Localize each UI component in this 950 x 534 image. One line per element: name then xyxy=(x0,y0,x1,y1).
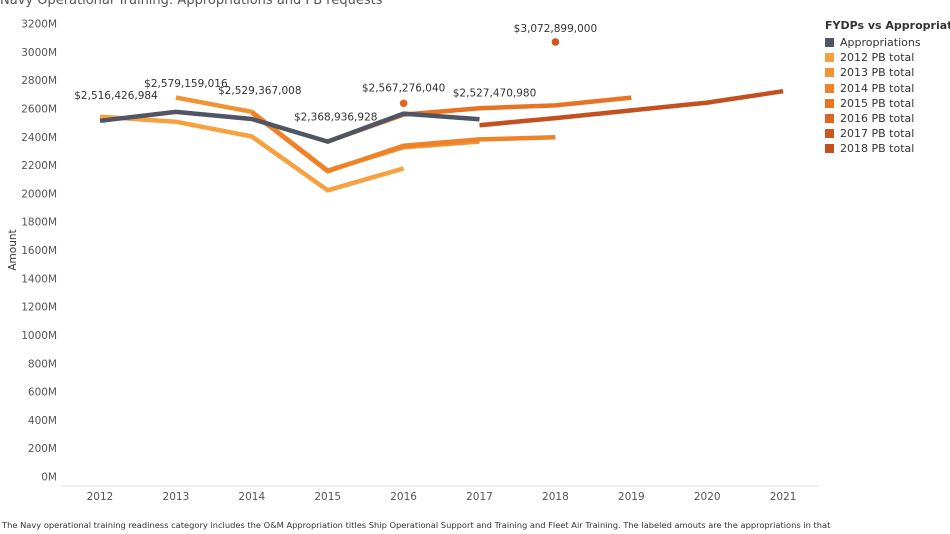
legend-swatch xyxy=(825,144,834,154)
legend-item-2016-pb-total[interactable]: 2016 PB total xyxy=(825,111,950,126)
y-axis-title: Amount xyxy=(7,229,19,270)
y-tick-label: 1800M xyxy=(21,217,57,229)
y-tick-label: 1000M xyxy=(21,330,57,342)
legend: FYDPs vs Appropriations Appropriations20… xyxy=(825,19,950,157)
y-tick-label: 2200M xyxy=(21,160,57,172)
x-tick-label: 2013 xyxy=(163,491,190,503)
legend-label: 2014 PB total xyxy=(840,81,915,95)
legend-label: 2012 PB total xyxy=(840,51,915,65)
series-line-2018-pb-total xyxy=(479,88,784,128)
y-tick-label: 3000M xyxy=(21,47,57,59)
y-tick-label: 3200M xyxy=(21,19,57,31)
legend-label: 2013 PB total xyxy=(840,66,915,80)
y-tick-label: 0M xyxy=(41,472,57,484)
x-tick-label: 2018 xyxy=(542,491,569,503)
data-label: $2,579,159,016 xyxy=(144,78,228,90)
legend-title: FYDPs vs Appropriations xyxy=(825,19,950,32)
y-axis-title-group: Amount xyxy=(7,229,19,270)
data-label: $2,567,276,040 xyxy=(362,83,446,95)
x-tick-label: 2015 xyxy=(314,491,341,503)
x-axis-ticks: 2012 2013 2014 2015 2016 2017 2018 2019 2020 2021 xyxy=(87,491,797,503)
legend-swatch xyxy=(825,83,834,93)
y-tick-label: 2800M xyxy=(21,75,57,87)
series-layer xyxy=(99,38,784,193)
series-line-appropriations xyxy=(99,109,480,144)
y-tick-label: 1200M xyxy=(21,302,57,314)
x-tick-label: 2014 xyxy=(238,491,265,503)
x-tick-label: 2020 xyxy=(694,491,721,503)
data-label: $3,072,899,000 xyxy=(514,23,598,35)
legend-item-2013-pb-total[interactable]: 2013 PB total xyxy=(825,65,950,80)
legend-label: Appropriations xyxy=(840,36,921,50)
legend-swatch xyxy=(825,53,834,63)
legend-swatch xyxy=(825,68,834,78)
legend-item-2015-pb-total[interactable]: 2015 PB total xyxy=(825,96,950,111)
x-tick-label: 2017 xyxy=(466,491,493,503)
legend-swatch xyxy=(825,129,834,139)
data-label: $2,368,936,928 xyxy=(294,112,378,124)
legend-label: 2016 PB total xyxy=(840,112,915,126)
legend-label: 2018 PB total xyxy=(840,142,915,156)
series-point-2016-pb-total xyxy=(399,99,408,108)
legend-swatch xyxy=(825,38,834,48)
legend-item-2017-pb-total[interactable]: 2017 PB total xyxy=(825,126,950,141)
chart-title: Navy Operational Training: Appropriation… xyxy=(0,0,383,8)
y-tick-label: 600M xyxy=(28,387,57,399)
legend-swatch xyxy=(825,98,834,108)
legend-item-appropriations[interactable]: Appropriations xyxy=(825,35,950,50)
legend-item-2014-pb-total[interactable]: 2014 PB total xyxy=(825,81,950,96)
data-label: $2,529,367,008 xyxy=(218,85,302,97)
y-tick-label: 2000M xyxy=(21,188,57,200)
x-tick-label: 2012 xyxy=(87,491,114,503)
legend-swatch xyxy=(825,114,834,124)
legend-label: 2017 PB total xyxy=(840,127,915,141)
data-label: $2,527,470,980 xyxy=(453,87,537,99)
data-labels: $2,516,426,984$2,579,159,016$2,529,367,0… xyxy=(74,23,597,124)
y-axis-ticks: 0M 200M 400M 600M 800M 1000M 1200M 1400M 1600M 18… xyxy=(21,19,57,484)
y-tick-label: 400M xyxy=(28,415,57,427)
series-line-2014-pb-total xyxy=(250,110,556,174)
x-tick-label: 2021 xyxy=(770,491,797,503)
legend-item-2018-pb-total[interactable]: 2018 PB total xyxy=(825,141,950,156)
y-tick-label: 800M xyxy=(28,358,57,370)
y-tick-label: 1400M xyxy=(21,273,57,285)
y-tick-label: 2600M xyxy=(21,103,57,115)
y-tick-label: 1600M xyxy=(21,245,57,257)
legend-item-2012-pb-total[interactable]: 2012 PB total xyxy=(825,50,950,65)
series-line-2013-pb-total xyxy=(175,95,480,173)
footnote: The Navy operational training readiness … xyxy=(2,520,831,530)
x-tick-label: 2016 xyxy=(390,491,417,503)
x-tick-label: 2019 xyxy=(618,491,645,503)
legend-items: Appropriations 2012 PB total 2013 PB total… xyxy=(825,35,950,157)
data-label: $2,516,426,984 xyxy=(74,90,158,102)
y-tick-label: 2400M xyxy=(21,132,57,144)
series-line-2012-pb-total xyxy=(99,114,405,193)
legend-label: 2015 PB total xyxy=(840,96,915,110)
y-tick-label: 200M xyxy=(28,443,57,455)
series-point-2017-pb-total xyxy=(551,38,560,46)
